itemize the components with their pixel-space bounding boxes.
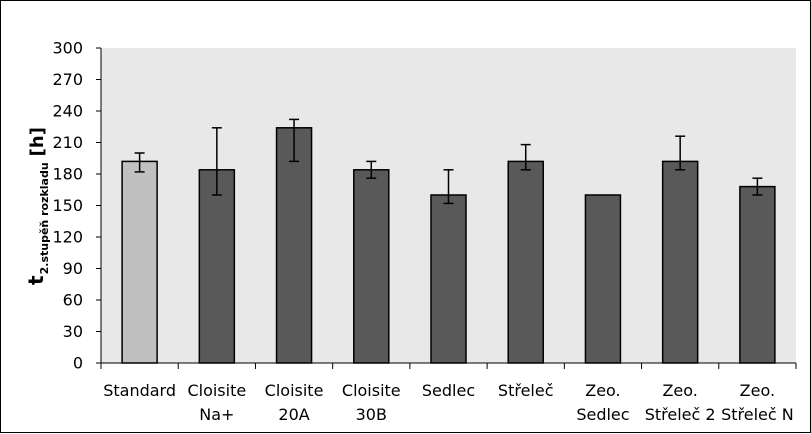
x-category-label: 20A	[278, 405, 309, 424]
bar	[121, 160, 158, 364]
x-category-label: Cloisite	[265, 381, 324, 400]
y-axis-title-main: t	[24, 275, 48, 285]
y-tick-label: 150	[52, 196, 83, 215]
bar	[198, 169, 236, 364]
y-axis-title: t2.stupěň rozkladu [h]	[24, 127, 51, 285]
y-tick-label: 210	[52, 133, 83, 152]
x-category-label: Sedlec	[576, 405, 629, 424]
y-tick-label: 0	[73, 354, 83, 373]
y-tick-label: 180	[52, 165, 83, 184]
bar	[739, 185, 776, 364]
bar	[430, 194, 467, 364]
bar	[507, 160, 544, 364]
bar	[353, 169, 390, 364]
y-tick-label: 300	[52, 39, 83, 58]
x-category-label: 30B	[356, 405, 387, 424]
y-tick-label: 30	[63, 322, 83, 341]
x-category-label: Na+	[199, 405, 234, 424]
x-category-label: Zeo.	[585, 381, 620, 400]
y-tick-label: 120	[52, 228, 83, 247]
x-category-label: Střeleč	[498, 381, 554, 400]
x-category-label: Standard	[103, 381, 176, 400]
x-category-label: Zeo.	[662, 381, 697, 400]
y-tick-label: 90	[63, 259, 83, 278]
bar	[275, 127, 313, 364]
x-category-label: Střeleč 2	[645, 405, 716, 424]
x-category-label: Zeo.	[740, 381, 775, 400]
y-tick-label: 60	[63, 291, 83, 310]
x-category-label: Cloisite	[342, 381, 401, 400]
y-tick-label: 270	[52, 70, 83, 89]
bar	[584, 194, 622, 364]
y-axis-title-subscript: 2.stupěň rozkladu	[38, 162, 51, 274]
x-category-label: Sedlec	[422, 381, 475, 400]
x-category-label: Střeleč N	[721, 405, 794, 424]
bar	[661, 160, 699, 364]
y-axis-title-unit: [h]	[27, 127, 48, 156]
y-tick-label: 240	[52, 102, 83, 121]
x-category-label: Cloisite	[187, 381, 246, 400]
